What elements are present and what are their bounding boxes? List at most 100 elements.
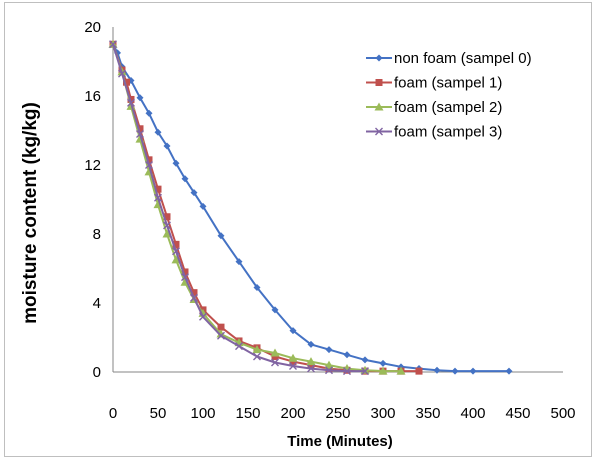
triangle-marker [216,329,226,338]
triangle-marker [374,102,384,111]
chart-frame [4,2,592,457]
x-marker [361,367,369,376]
series-3 [109,40,369,376]
legend-item-2: foam (sampel 2) [366,99,502,116]
legend-label: foam (sampel 2) [394,99,502,116]
triangle-marker [162,229,172,238]
x-tick-labels: 0 50 100 150 200 250 300 350 400 450 500 [109,405,576,422]
x-marker [172,247,180,256]
x-axis-title: Time (Minutes) [287,433,393,450]
series-2 [108,39,406,375]
square-marker [181,268,189,276]
diamond-marker [289,327,297,335]
diamond-marker [307,340,315,348]
diamond-marker [172,159,180,167]
triangle-marker [378,366,388,375]
x-marker [190,293,198,302]
x-marker [127,98,135,107]
diamond-marker [217,232,225,240]
x-tick-label: 400 [460,405,485,422]
legend-label: foam (sampel 1) [394,75,502,92]
x-tick-label: 500 [550,405,575,422]
square-marker [375,79,383,86]
diamond-marker [253,283,261,291]
x-marker [217,331,225,340]
y-tick-label: 12 [84,157,101,174]
y-tick-label: 16 [84,88,101,105]
legend-item-0: non foam (sampel 0) [366,50,532,67]
x-tick-label: 100 [190,405,215,422]
diamond-marker [235,258,243,266]
x-marker [253,352,261,361]
square-marker [145,156,153,164]
x-tick-label: 350 [415,405,440,422]
triangle-marker [396,366,406,375]
x-tick-label: 0 [109,405,117,422]
x-marker [289,361,297,370]
legend: non foam (sampel 0) foam (sampel 1) foam (… [366,50,532,141]
y-tick-label: 8 [93,226,101,243]
diamond-marker [199,202,207,210]
diamond-marker [433,366,441,374]
series-line [112,43,401,373]
series-line [112,43,509,373]
square-marker [127,95,135,103]
triangle-marker [288,353,298,362]
diamond-marker [343,351,351,359]
x-marker [325,366,333,375]
diamond-marker [145,109,153,117]
y-axis-title: moisture content (kg/kg) [20,102,41,324]
triangle-marker [252,345,262,354]
x-marker [199,312,207,321]
legend-label: non foam (sampel 0) [394,50,532,67]
square-marker [172,240,180,248]
triangle-marker [324,360,334,369]
diamond-marker [181,175,189,183]
diamond-marker [136,94,144,102]
y-tick-label: 20 [84,19,101,36]
x-tick-label: 150 [235,405,260,422]
x-marker [271,358,279,367]
x-marker [235,342,243,351]
x-tick-label: 250 [325,405,350,422]
diamond-marker [469,367,477,375]
triangle-marker [306,357,316,366]
square-marker [154,185,162,193]
x-tick-label: 450 [505,405,530,422]
x-marker [145,161,153,169]
series-line [112,44,365,373]
diamond-marker [325,346,333,354]
y-tick-label: 0 [93,364,101,381]
x-marker [343,367,351,376]
diamond-marker [379,359,387,367]
square-marker [217,323,225,331]
diamond-marker [505,367,513,375]
triangle-marker [270,348,280,357]
x-marker [307,364,315,373]
x-marker [154,193,162,202]
x-tick-label: 300 [370,405,395,422]
x-marker [118,69,126,78]
y-tick-label: 4 [93,295,101,312]
x-marker [163,221,171,230]
legend-item-3: foam (sampel 3) [366,124,502,141]
x-marker [375,127,383,136]
x-tick-label: 50 [150,405,167,422]
diamond-marker [154,128,162,136]
square-marker [123,78,130,86]
diamond-marker [190,189,198,197]
series-group [108,39,513,376]
x-tick-label: 200 [280,405,305,422]
square-marker [163,213,171,221]
x-marker [109,40,117,49]
diamond-marker [163,142,171,150]
square-marker [136,125,144,133]
diamond-marker [361,356,369,364]
x-marker [136,129,144,138]
diamond-marker [271,306,279,314]
diamond-marker [451,367,459,375]
y-tick-labels: 0 4 8 12 16 20 [84,19,101,381]
square-marker [415,367,423,375]
triangle-marker [171,255,181,264]
